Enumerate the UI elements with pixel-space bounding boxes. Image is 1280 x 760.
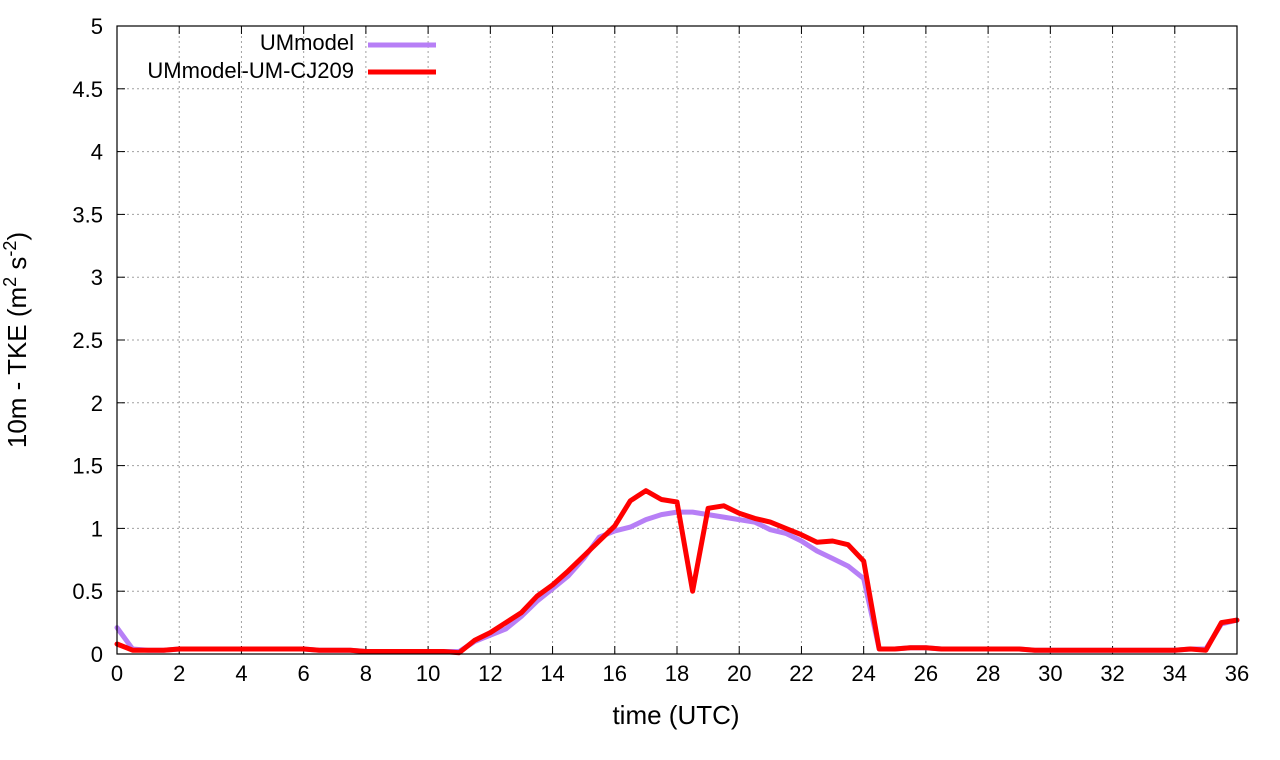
y-tick-label: 3.5 [72, 202, 103, 227]
y-tick-label: 2 [91, 391, 103, 416]
y-tick-label: 0 [91, 642, 103, 667]
series-line-ummodel-um-cj209 [114, 488, 1240, 656]
x-tick-label: 10 [416, 661, 440, 686]
y-tick-label: 0.5 [72, 579, 103, 604]
x-tick-label: 34 [1163, 661, 1187, 686]
y-tick-label: 3 [91, 265, 103, 290]
x-tick-label: 12 [478, 661, 502, 686]
x-tick-label: 0 [111, 661, 123, 686]
grid-lines [117, 26, 1237, 654]
x-tick-label: 8 [360, 661, 372, 686]
plot-frame [116, 25, 1238, 655]
x-tick-label: 22 [789, 661, 813, 686]
y-tick-label: 1 [91, 516, 103, 541]
axis-ticks: 0 2 4 6 8 10 12 14 16 18 20 22 24 26 28 30 32 34 3600.511.… [72, 14, 1249, 686]
x-tick-label: 36 [1225, 661, 1249, 686]
x-tick-label: 16 [603, 661, 627, 686]
y-axis-label: 10m - TKE (m2 s-2) [0, 232, 32, 448]
x-tick-label: 18 [665, 661, 689, 686]
x-tick-label: 32 [1100, 661, 1124, 686]
legend-label-ummodel-um-cj209: UMmodel-UM-CJ209 [147, 58, 354, 83]
x-tick-label: 2 [173, 661, 185, 686]
legend: UMmodel UMmodel-UM-CJ209 [147, 30, 436, 83]
x-tick-label: 20 [727, 661, 751, 686]
x-tick-label: 4 [235, 661, 247, 686]
x-tick-label: 26 [914, 661, 938, 686]
x-axis-label: time (UTC) [612, 700, 739, 730]
y-tick-label: 4.5 [72, 77, 103, 102]
x-tick-label: 14 [540, 661, 564, 686]
y-tick-label: 5 [91, 14, 103, 39]
legend-label-ummodel: UMmodel [260, 30, 354, 55]
x-tick-label: 6 [298, 661, 310, 686]
y-tick-label: 1.5 [72, 454, 103, 479]
y-tick-label: 4 [91, 140, 103, 165]
x-tick-label: 30 [1038, 661, 1062, 686]
x-tick-label: 28 [976, 661, 1000, 686]
series-lines [114, 488, 1240, 656]
x-tick-label: 24 [851, 661, 875, 686]
y-tick-label: 2.5 [72, 328, 103, 353]
